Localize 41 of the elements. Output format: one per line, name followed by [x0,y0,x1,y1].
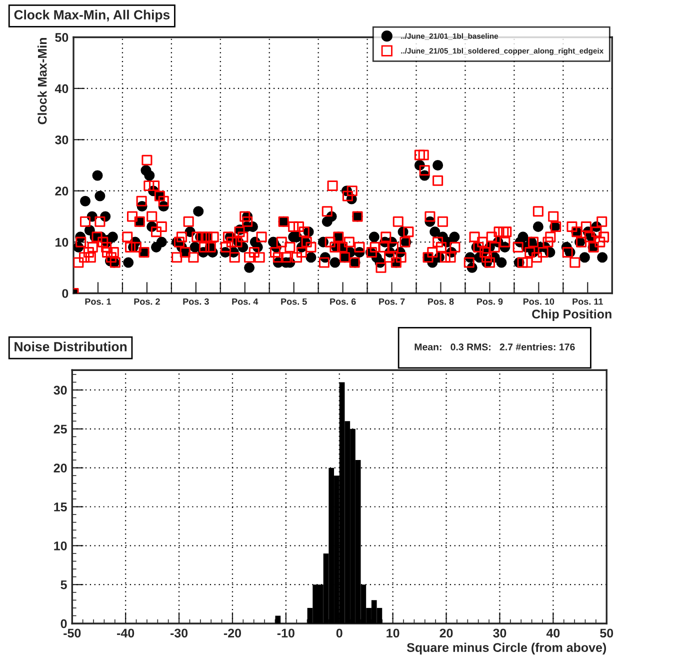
x-tick-label: -20 [224,628,242,638]
y-tick-label: 10 [56,238,68,247]
x-tick-label: Pos. 3 [183,298,209,305]
y-tick-label: 0 [60,619,67,628]
y-tick-label: 0 [62,289,68,298]
x-tick-label: 50 [600,628,614,638]
y-tick-label: 30 [54,386,67,395]
y-tick-label: 40 [54,84,68,94]
chart-title: Noise Distribution [14,342,127,352]
x-axis-title: Square minus Circle (from above) [406,642,606,654]
y-tick-label: 10 [54,541,67,550]
x-tick-label: 30 [493,628,506,638]
x-tick-label: 10 [386,628,400,638]
x-tick-label: Pos. 8 [428,298,454,305]
x-tick-label: Pos. 9 [477,298,503,305]
x-tick-label: -50 [64,628,81,638]
x-tick-label: Pos. 2 [134,298,160,305]
text: Mean: 0.3 RMS: 2.7 #entries: 176 [414,343,575,350]
x-tick-label: 40 [546,628,560,638]
x-tick-label: Pos. 10 [523,298,554,305]
x-tick-label: Pos. 7 [379,298,405,305]
y-tick-label: 50 [55,33,68,42]
x-tick-label: Pos. 5 [281,298,307,305]
x-tick-label: -10 [277,628,294,638]
y-tick-label: 30 [55,135,68,144]
y-tick-label: 5 [60,580,67,590]
x-tick-label: Pos. 4 [232,298,258,305]
y-tick-label: 20 [55,186,68,196]
x-tick-label: Pos. 6 [330,298,356,305]
y-tick-label: 20 [54,464,67,472]
x-tick-label: 20 [440,628,453,638]
x-tick-label: 0 [336,628,342,638]
x-axis-title: Chip Position [532,309,612,321]
x-tick-label: Pos. 1 [85,298,112,305]
x-tick-label: -30 [170,628,188,638]
x-tick-label: -40 [117,628,134,638]
x-tick-label: Pos. 11 [572,298,603,305]
y-tick-label: 25 [54,424,67,434]
y-axis-title: Clock Max-Min [38,38,47,124]
chart-title: Clock Max-Min, All Chips [14,10,170,22]
y-tick-label: 15 [54,502,67,512]
